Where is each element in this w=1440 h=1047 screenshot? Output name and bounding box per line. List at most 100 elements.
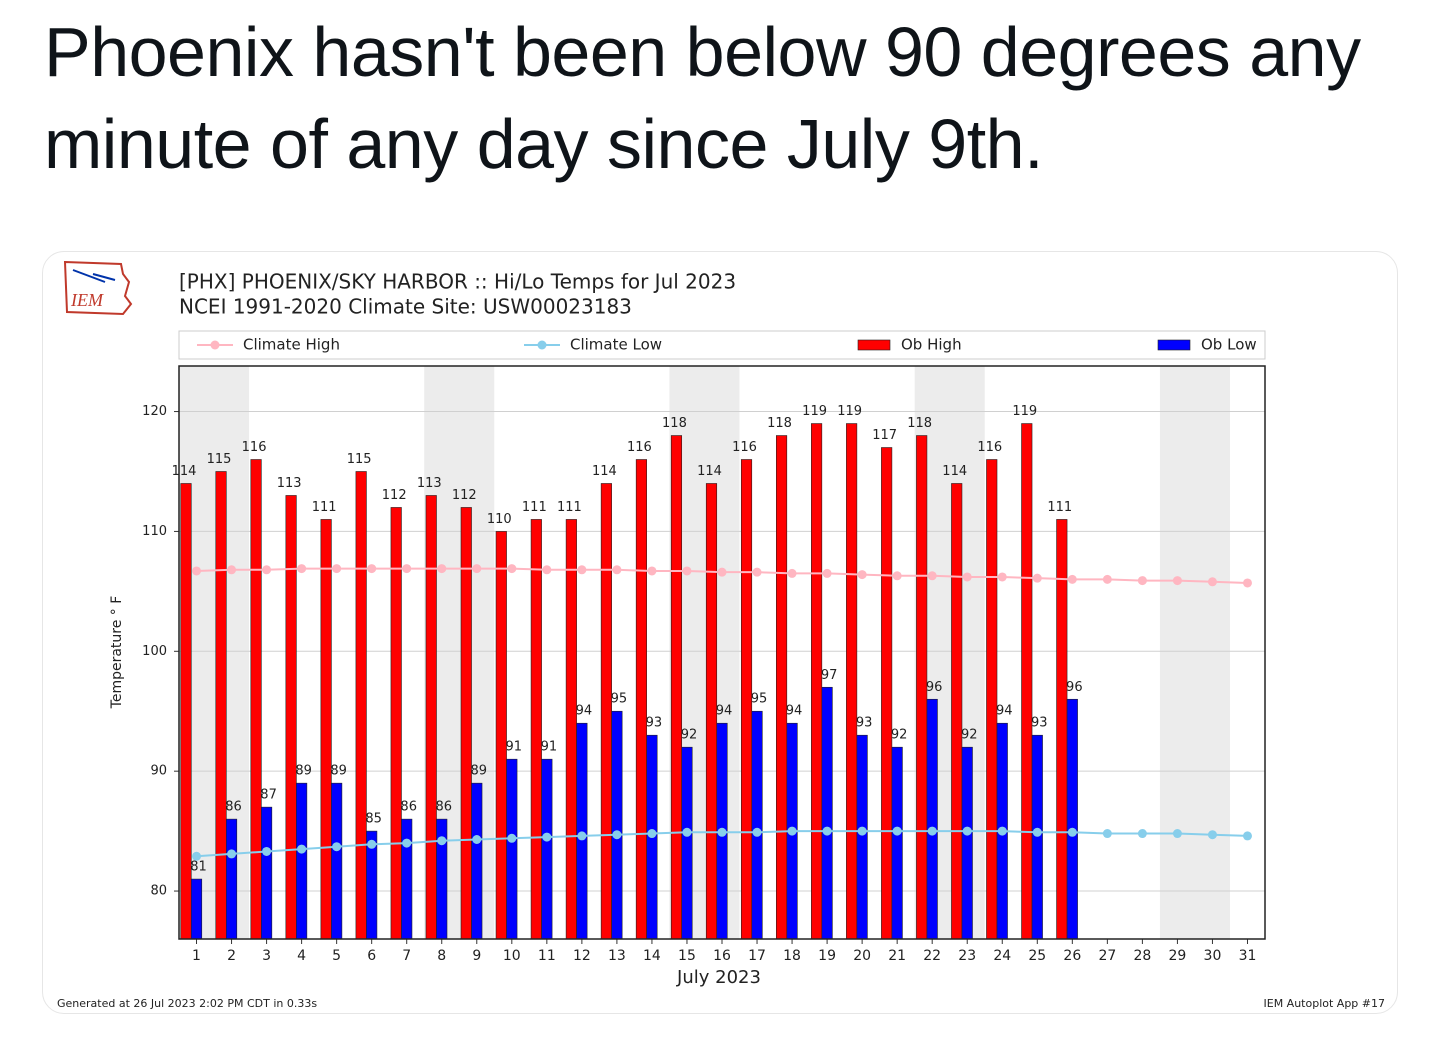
bar-value-label: 116: [977, 440, 1002, 455]
x-tick-label: 3: [262, 948, 271, 964]
line-point: [1032, 573, 1042, 583]
line-point: [682, 566, 692, 576]
bar-value-label: 94: [576, 704, 593, 719]
chart-title: [PHX] PHOENIX/SKY HARBOR :: Hi/Lo Temps …: [179, 270, 736, 294]
line-point: [297, 844, 307, 854]
x-tick-label: 21: [888, 948, 906, 964]
bar-value-label: 111: [312, 500, 337, 515]
legend-label: Climate Low: [570, 336, 662, 354]
x-tick-label: 6: [367, 948, 376, 964]
bar-value-label: 89: [330, 764, 347, 779]
bar: [190, 878, 203, 940]
line-point: [1172, 576, 1182, 586]
bar-value-label: 113: [417, 476, 442, 491]
line-point: [367, 839, 377, 849]
x-tick-label: 19: [818, 948, 836, 964]
chart-subtitle: NCEI 1991-2020 Climate Site: USW00023183: [179, 295, 632, 319]
line-point: [367, 564, 377, 574]
line-point: [1067, 574, 1077, 584]
bar: [600, 483, 612, 940]
line-point: [1137, 576, 1147, 586]
line-point: [752, 827, 762, 837]
x-tick-label: 17: [748, 948, 766, 964]
bar-value-label: 119: [802, 404, 827, 419]
x-tick-label: 7: [402, 948, 411, 964]
tweet-text: Phoenix hasn't been below 90 degrees any…: [44, 13, 1361, 183]
x-tick-label: 25: [1028, 948, 1046, 964]
line-point: [717, 567, 727, 577]
bar: [285, 495, 297, 940]
line-point: [682, 827, 692, 837]
line-point: [787, 826, 797, 836]
bar: [495, 531, 507, 940]
bar: [541, 758, 553, 940]
bar: [926, 698, 938, 940]
x-tick-label: 1: [192, 948, 201, 964]
bar: [576, 722, 588, 940]
bar: [401, 818, 413, 940]
bar-value-label: 110: [487, 512, 512, 527]
y-tick-label: 80: [150, 884, 167, 899]
media-card[interactable]: IEM [PHX] PHOENIX/SKY HARBOR :: Hi/Lo Te…: [42, 251, 1398, 1014]
line-point: [822, 826, 832, 836]
bar: [751, 710, 763, 940]
bar: [846, 423, 858, 940]
line-point: [192, 566, 202, 576]
line-point: [997, 572, 1007, 582]
bar-value-label: 114: [172, 464, 197, 479]
line-point: [1032, 827, 1042, 837]
bar: [565, 519, 577, 940]
bar: [390, 507, 402, 940]
line-point: [227, 849, 237, 859]
x-tick-label: 23: [958, 948, 976, 964]
bar: [331, 782, 343, 940]
line-point: [507, 833, 517, 843]
line-point: [892, 571, 902, 581]
line-point: [402, 564, 412, 574]
legend-label: Climate High: [243, 336, 340, 354]
line-point: [787, 568, 797, 578]
bar-value-label: 114: [697, 464, 722, 479]
line-point: [1207, 577, 1217, 587]
line-point: [997, 826, 1007, 836]
line-point: [1207, 830, 1217, 840]
bar: [775, 435, 788, 940]
x-axis-label: July 2023: [676, 967, 761, 988]
line-point: [332, 564, 342, 574]
legend-swatch: [857, 339, 891, 351]
x-tick-label: 26: [1063, 948, 1081, 964]
x-tick-label: 12: [573, 948, 591, 964]
bar-value-label: 93: [856, 716, 873, 731]
bar-value-label: 116: [627, 440, 652, 455]
x-tick-label: 24: [993, 948, 1011, 964]
legend-swatch: [1157, 339, 1191, 351]
bar-value-label: 116: [242, 440, 267, 455]
x-tick-label: 27: [1098, 948, 1116, 964]
bar-value-label: 95: [751, 692, 768, 707]
bar: [506, 758, 518, 940]
bar: [635, 459, 647, 940]
line-point: [717, 827, 727, 837]
x-tick-label: 4: [297, 948, 306, 964]
line-point: [647, 566, 657, 576]
bar-value-label: 114: [592, 464, 617, 479]
bar-value-label: 115: [347, 452, 372, 467]
line-point: [1172, 829, 1182, 839]
line-point: [857, 570, 867, 580]
bar-value-label: 96: [926, 680, 943, 695]
bar-value-label: 92: [961, 728, 978, 743]
line-point: [647, 829, 657, 839]
legend-marker: [210, 340, 220, 350]
logo: IEM: [63, 260, 133, 316]
x-tick-label: 22: [923, 948, 941, 964]
x-tick-label: 9: [472, 948, 481, 964]
line-point: [857, 826, 867, 836]
line-point: [472, 835, 482, 845]
bar: [215, 471, 227, 940]
x-tick-label: 28: [1133, 948, 1151, 964]
bar-value-label: 89: [471, 764, 488, 779]
bar-value-label: 86: [435, 800, 452, 815]
y-tick-label: 90: [150, 764, 167, 779]
bar: [821, 686, 833, 940]
y-axis-label: Temperature ° F: [109, 596, 125, 710]
